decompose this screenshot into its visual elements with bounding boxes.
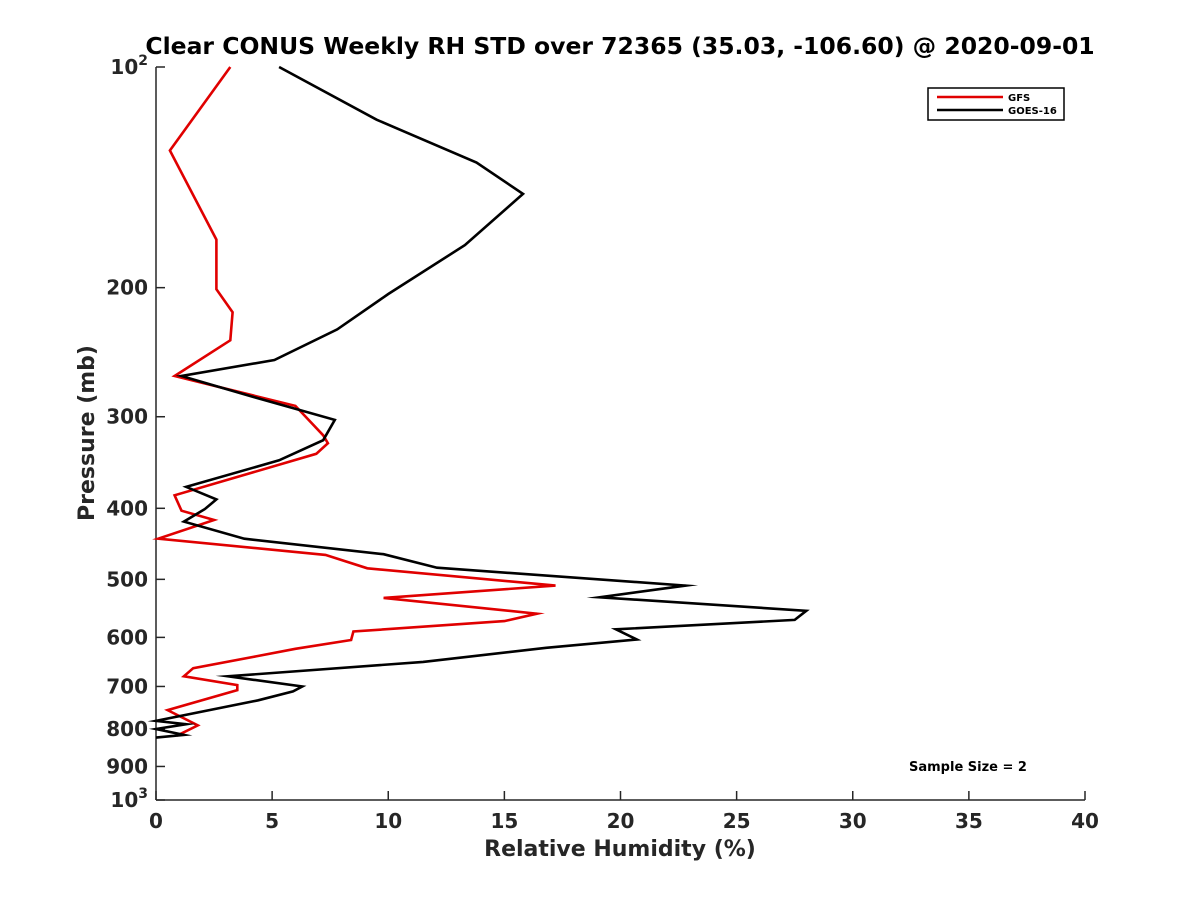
- y-tick-label: 300: [106, 405, 148, 429]
- y-tick-label: 200: [106, 276, 148, 300]
- x-tick-label: 30: [839, 809, 867, 833]
- x-tick-label: 5: [265, 809, 279, 833]
- x-tick-label: 35: [955, 809, 983, 833]
- legend-label-gfs: GFS: [1008, 93, 1030, 104]
- x-tick-label: 40: [1071, 809, 1099, 833]
- legend-label-goes16: GOES-16: [1008, 106, 1057, 117]
- chart-title: Clear CONUS Weekly RH STD over 72365 (35…: [145, 32, 1094, 60]
- y-tick-label: 600: [106, 625, 148, 649]
- sample-size-annotation: Sample Size = 2: [909, 760, 1027, 775]
- series-layer: [147, 65, 810, 739]
- y-tick-label: 800: [106, 717, 148, 741]
- y-tick-label: 103: [110, 786, 148, 812]
- y-tick-label: 500: [106, 567, 148, 591]
- x-tick-label: 25: [723, 809, 751, 833]
- x-ticks: 0 5 10 15 20 25 30 35 40: [149, 791, 1099, 833]
- plot-area: 0 5 10 15 20 25 30 35 40 102 200 300 400 500 600 700 80…: [106, 53, 1099, 833]
- x-tick-label: 15: [490, 809, 518, 833]
- x-tick-label: 10: [374, 809, 402, 833]
- x-axis-title: Relative Humidity (%): [484, 837, 756, 862]
- series-line-gfs: [152, 66, 556, 737]
- legend-box: [927, 87, 1065, 121]
- y-axis-title: Pressure (mb): [75, 345, 100, 521]
- y-tick-label: 400: [106, 496, 148, 520]
- x-tick-label: 0: [149, 809, 163, 833]
- x-tick-label: 20: [607, 809, 635, 833]
- series-line-goes16: [147, 65, 810, 739]
- legend: GFS GOES-16: [927, 87, 1065, 121]
- y-tick-label: 700: [106, 674, 148, 698]
- y-ticks: 102 200 300 400 500 600 700 800 900 103: [106, 53, 165, 812]
- y-tick-label: 900: [106, 754, 148, 778]
- y-tick-label: 102: [110, 53, 148, 79]
